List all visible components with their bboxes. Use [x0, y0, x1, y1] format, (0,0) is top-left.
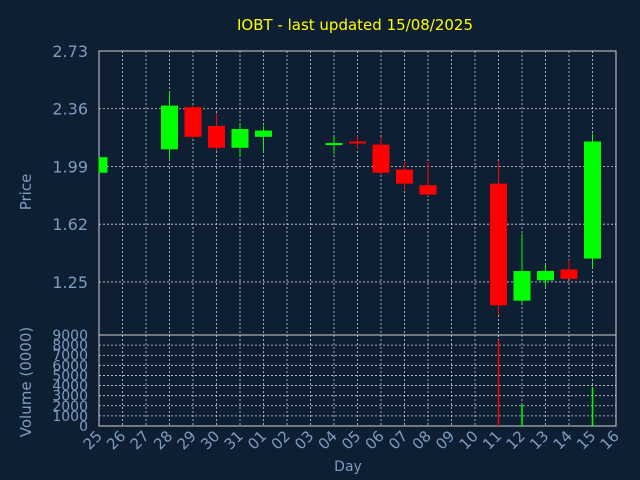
price-tick-label: 2.73 [52, 42, 88, 61]
day-tick-label: 12 [503, 427, 529, 453]
candle-body [560, 269, 578, 279]
volume-tick-label: 7000 [52, 348, 88, 364]
candle-body [419, 185, 437, 195]
candle-05 [349, 135, 366, 150]
volume-tick-label: 8000 [52, 338, 88, 354]
candle-11 [490, 161, 507, 315]
volume-tick-label: 3000 [52, 389, 88, 405]
candle-14 [560, 260, 578, 279]
day-tick-label: 16 [597, 427, 623, 453]
day-tick-label: 13 [526, 427, 552, 453]
candle-body [184, 107, 202, 137]
candle-31 [231, 122, 249, 158]
volume-tick-label: 9000 [52, 328, 88, 344]
day-tick-label: 15 [573, 427, 599, 453]
candle-30 [208, 113, 225, 151]
day-tick-label: 11 [479, 427, 505, 453]
volume-tick-label: 0 [79, 419, 88, 435]
candle-body [231, 129, 249, 148]
candle-body [325, 143, 343, 146]
candles [98, 91, 601, 315]
candle-29 [184, 105, 202, 139]
candle-body [372, 144, 390, 173]
volume-tick-label: 4000 [52, 379, 88, 395]
price-tick-label: 1.62 [52, 215, 88, 234]
day-tick-label: 05 [338, 427, 364, 453]
price-tick-label: 1.25 [52, 273, 88, 292]
price-tick-labels: 2.73 2.36 1.99 1.62 1.25 [52, 42, 88, 292]
candle-28 [161, 91, 178, 159]
day-tick-label: 14 [550, 427, 576, 453]
day-tick-label: 02 [268, 427, 294, 453]
day-axis-label: Day [334, 459, 362, 475]
day-tick-label: 26 [103, 427, 129, 453]
candle-08 [419, 161, 437, 197]
candle-body [584, 141, 601, 259]
price-tick-label: 1.99 [52, 157, 88, 176]
volume-tick-label: 5000 [52, 368, 88, 384]
candle-body [161, 105, 178, 150]
price-tick-label: 2.36 [52, 100, 88, 119]
day-tick-label: 10 [456, 427, 482, 453]
candle-body [99, 157, 108, 173]
chart-title: IOBT - last updated 15/08/2025 [237, 16, 473, 34]
day-tick-label: 09 [432, 427, 458, 453]
volume-axis-label: Volume (0000) [17, 327, 35, 437]
day-tick-label: 01 [244, 427, 270, 453]
day-tick-labels: 2526272829303101020304050607080910111213… [80, 427, 623, 453]
day-tick-label: 27 [127, 427, 153, 453]
candle-body [490, 183, 507, 306]
candle-15 [584, 133, 601, 268]
candle-01 [255, 125, 272, 151]
candle-13 [537, 264, 554, 287]
volume-tick-label: 2000 [52, 399, 88, 415]
day-tick-label: 30 [197, 427, 223, 453]
candle-body [255, 130, 272, 137]
candle-body [537, 271, 554, 281]
candle-04 [325, 136, 343, 154]
candle-body [349, 141, 366, 144]
candle-12 [513, 233, 531, 306]
day-tick-label: 28 [150, 427, 176, 453]
volume-grid [98, 334, 617, 427]
candle-06 [372, 136, 390, 175]
price-grid [98, 50, 617, 336]
candle-07 [396, 161, 413, 190]
price-axis-label: Price [17, 174, 35, 211]
day-tick-label: 08 [409, 427, 435, 453]
day-tick-label: 03 [291, 427, 317, 453]
candle-25 [98, 157, 108, 173]
candle-body [208, 125, 225, 148]
volume-bars [497, 340, 594, 426]
candle-body [396, 169, 413, 184]
volume-tick-label: 6000 [52, 358, 88, 374]
day-tick-label: 06 [362, 427, 388, 453]
day-tick-label: 04 [315, 427, 341, 453]
day-tick-label: 31 [221, 427, 247, 453]
candle-body [513, 271, 531, 301]
volume-tick-label: 1000 [52, 409, 88, 425]
day-tick-label: 29 [174, 427, 200, 453]
day-tick-label: 07 [385, 427, 411, 453]
